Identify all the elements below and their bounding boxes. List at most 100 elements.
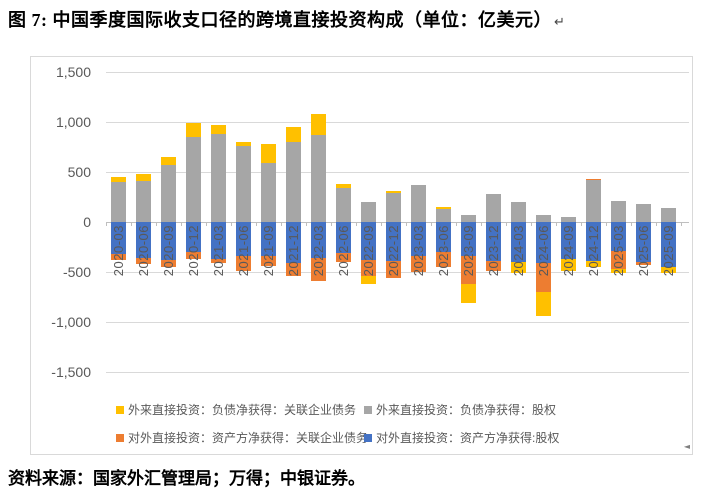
legend-item: 对外直接投资：资产方净获得:股权 [364,429,676,446]
x-axis-label: 2024-06 [535,225,551,277]
legend-item: 外来直接投资：负债净获得：股权 [364,401,676,418]
x-axis-tick [606,222,607,226]
bar-segment [211,124,226,134]
x-axis-tick [156,222,157,226]
bar-segment [361,276,376,284]
bar-segment [436,207,451,209]
legend-swatch-icon [364,433,372,442]
gridline [106,172,689,173]
bar-segment [611,268,626,273]
x-axis-tick [131,222,132,226]
bar-segment [486,222,501,261]
bar-segment [186,252,201,259]
x-axis-label: 2024-12 [585,225,601,277]
bar-segment [661,222,676,267]
gridline [106,322,689,323]
bar-segment [286,141,301,222]
x-axis-label: 2021-06 [235,225,251,277]
bar-segment [161,165,176,222]
x-axis-tick [356,222,357,226]
x-axis-label: 2020-06 [135,225,151,277]
bar-segment [436,222,451,252]
legend-swatch-icon [116,405,124,414]
bar-segment [461,215,476,222]
x-axis-label: 2022-09 [360,225,376,277]
gridline [106,72,689,73]
bar-segment [436,252,451,267]
bar-segment [561,217,576,222]
bar-segment [361,222,376,260]
bar-segment [286,263,301,276]
bar-segment [136,222,151,258]
bar-segment [486,260,501,271]
figure-title-text: 图 7: 中国季度国际收支口径的跨境直接投资构成（单位：亿美元） [8,10,552,30]
bar-segment [186,136,201,222]
y-axis-label: 1,000 [55,114,91,130]
x-axis-tick [656,222,657,226]
x-axis-tick [631,222,632,226]
bar-segment [286,222,301,263]
bar-segment [386,191,401,193]
x-axis-tick [231,222,232,226]
x-axis-label: 2021-12 [285,225,301,277]
x-axis-label: 2021-03 [210,225,226,277]
bar-segment [186,222,201,252]
x-axis-tick [306,222,307,226]
bar-segment [361,259,376,276]
x-axis-label: 2022-12 [385,225,401,277]
bar-segment [536,292,551,316]
gridline [106,372,689,373]
bar-segment [411,222,426,256]
bar-segment [461,283,476,303]
x-axis-tick [106,222,107,226]
bar-segment [586,222,601,261]
x-axis-label: 2024-09 [560,225,576,277]
chart-corner-anchor-icon: ◄ [683,442,690,451]
bar-segment [261,163,276,222]
bar-segment [536,263,551,292]
gridline [106,122,689,123]
bar-segment [161,222,176,260]
x-axis-label: 2023-03 [410,225,426,277]
x-axis-label: 2023-06 [435,225,451,277]
bar-segment [586,261,601,267]
x-axis-tick [556,222,557,226]
x-axis-tick [456,222,457,226]
legend-item: 对外直接投资：资产方净获得：关联企业债务 [116,429,368,446]
bar-segment [311,222,326,258]
source-note: 资料来源：国家外汇管理局；万得；中银证券。 [8,469,365,488]
legend-label: 对外直接投资：资产方净获得:股权 [376,431,560,445]
page-title: 图 7: 中国季度国际收支口径的跨境直接投资构成（单位：亿美元） ↵ [8,6,700,32]
bar-segment [536,214,551,222]
x-axis-label: 2020-09 [160,225,176,277]
bar-segment [336,253,351,262]
bar-segment [236,222,251,256]
x-axis-tick [256,222,257,226]
bar-segment [111,182,126,222]
bar-segment [561,259,576,271]
legend-label: 外来直接投资：负债净获得：关联企业债务 [128,403,357,417]
y-axis-label: -500 [62,264,91,280]
legend-label: 外来直接投资：负债净获得：股权 [376,403,557,417]
bar-segment [136,257,151,264]
chart-frame[interactable]: 1,500 1,000 500 0 -500 -1,000 -1,500 2020-03 20… [30,56,693,455]
bar-segment [386,222,401,261]
bar-segment [461,222,476,256]
bar-segment [336,222,351,253]
bar-segment [636,222,651,262]
bar-segment [611,222,626,251]
x-axis-label: 2023-09 [460,225,476,277]
x-axis-tick [206,222,207,226]
legend-swatch-icon [364,405,372,414]
x-axis-label: 2024-03 [510,225,526,277]
x-axis-label: 2022-03 [310,225,326,277]
y-axis-label: 1,500 [55,64,91,80]
bar-segment [636,203,651,222]
y-axis-label: -1,000 [51,314,91,330]
x-axis-label: 2025-06 [635,225,651,277]
bar-segment [136,181,151,222]
bar-segment [661,208,676,222]
bar-segment [611,200,626,222]
x-axis-label: 2022-06 [335,225,351,277]
bar-segment [311,134,326,222]
